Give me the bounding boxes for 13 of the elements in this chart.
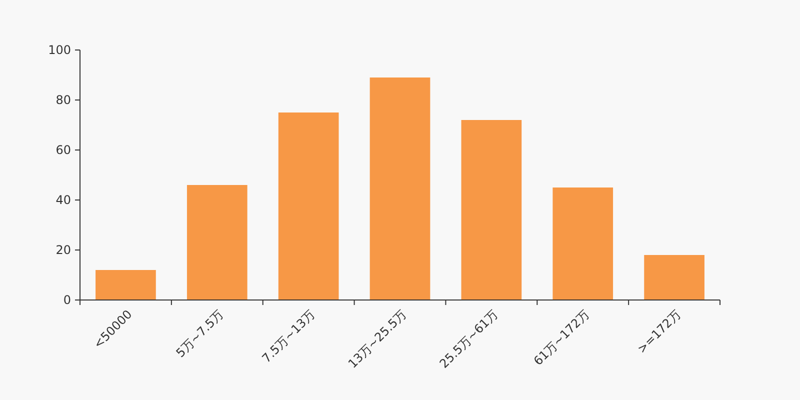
y-tick-label: 0 xyxy=(63,293,71,308)
y-tick-label: 80 xyxy=(56,93,71,108)
bar xyxy=(96,270,156,300)
bar xyxy=(370,78,430,300)
y-tick-label: 20 xyxy=(56,243,71,258)
bar xyxy=(186,185,248,300)
bar xyxy=(461,120,522,300)
y-tick-label: 100 xyxy=(48,43,71,58)
y-tick-label: 60 xyxy=(56,143,71,158)
bar xyxy=(644,255,704,300)
y-tick-label: 40 xyxy=(56,193,71,208)
bar xyxy=(278,112,339,300)
bar xyxy=(552,188,614,300)
